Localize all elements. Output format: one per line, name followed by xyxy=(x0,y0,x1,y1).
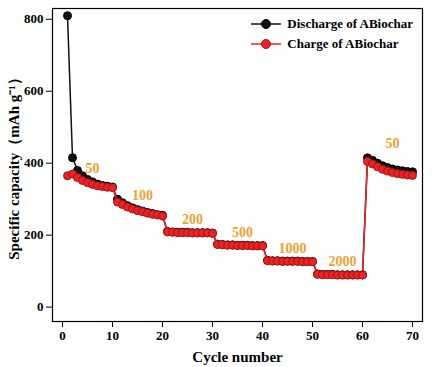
svg-text:70: 70 xyxy=(406,328,419,343)
svg-text:100: 100 xyxy=(132,188,153,203)
svg-text:600: 600 xyxy=(24,83,44,98)
svg-text:400: 400 xyxy=(24,155,44,170)
svg-text:Specific capacity（mAh g⁻¹）: Specific capacity（mAh g⁻¹） xyxy=(6,70,22,259)
html-text:Discharge of ABiochar: Discharge of ABiochar xyxy=(287,16,413,31)
svg-text:800: 800 xyxy=(24,11,44,26)
svg-text:10: 10 xyxy=(106,328,119,343)
svg-text:500: 500 xyxy=(232,225,253,240)
svg-text:50: 50 xyxy=(86,161,100,176)
svg-text:0: 0 xyxy=(37,299,44,314)
svg-text:30: 30 xyxy=(206,328,219,343)
svg-text:50: 50 xyxy=(386,136,400,151)
svg-text:2000: 2000 xyxy=(329,254,357,269)
svg-text:60: 60 xyxy=(356,328,369,343)
svg-text:200: 200 xyxy=(182,212,203,227)
html-text:Charge of ABiochar: Charge of ABiochar xyxy=(287,36,399,51)
svg-text:1000: 1000 xyxy=(279,241,307,256)
svg-text:50: 50 xyxy=(306,328,319,343)
svg-text:Cycle number: Cycle number xyxy=(192,349,283,365)
svg-text:0: 0 xyxy=(59,328,66,343)
svg-text:40: 40 xyxy=(256,328,269,343)
svg-text:20: 20 xyxy=(156,328,169,343)
svg-text:200: 200 xyxy=(24,227,44,242)
